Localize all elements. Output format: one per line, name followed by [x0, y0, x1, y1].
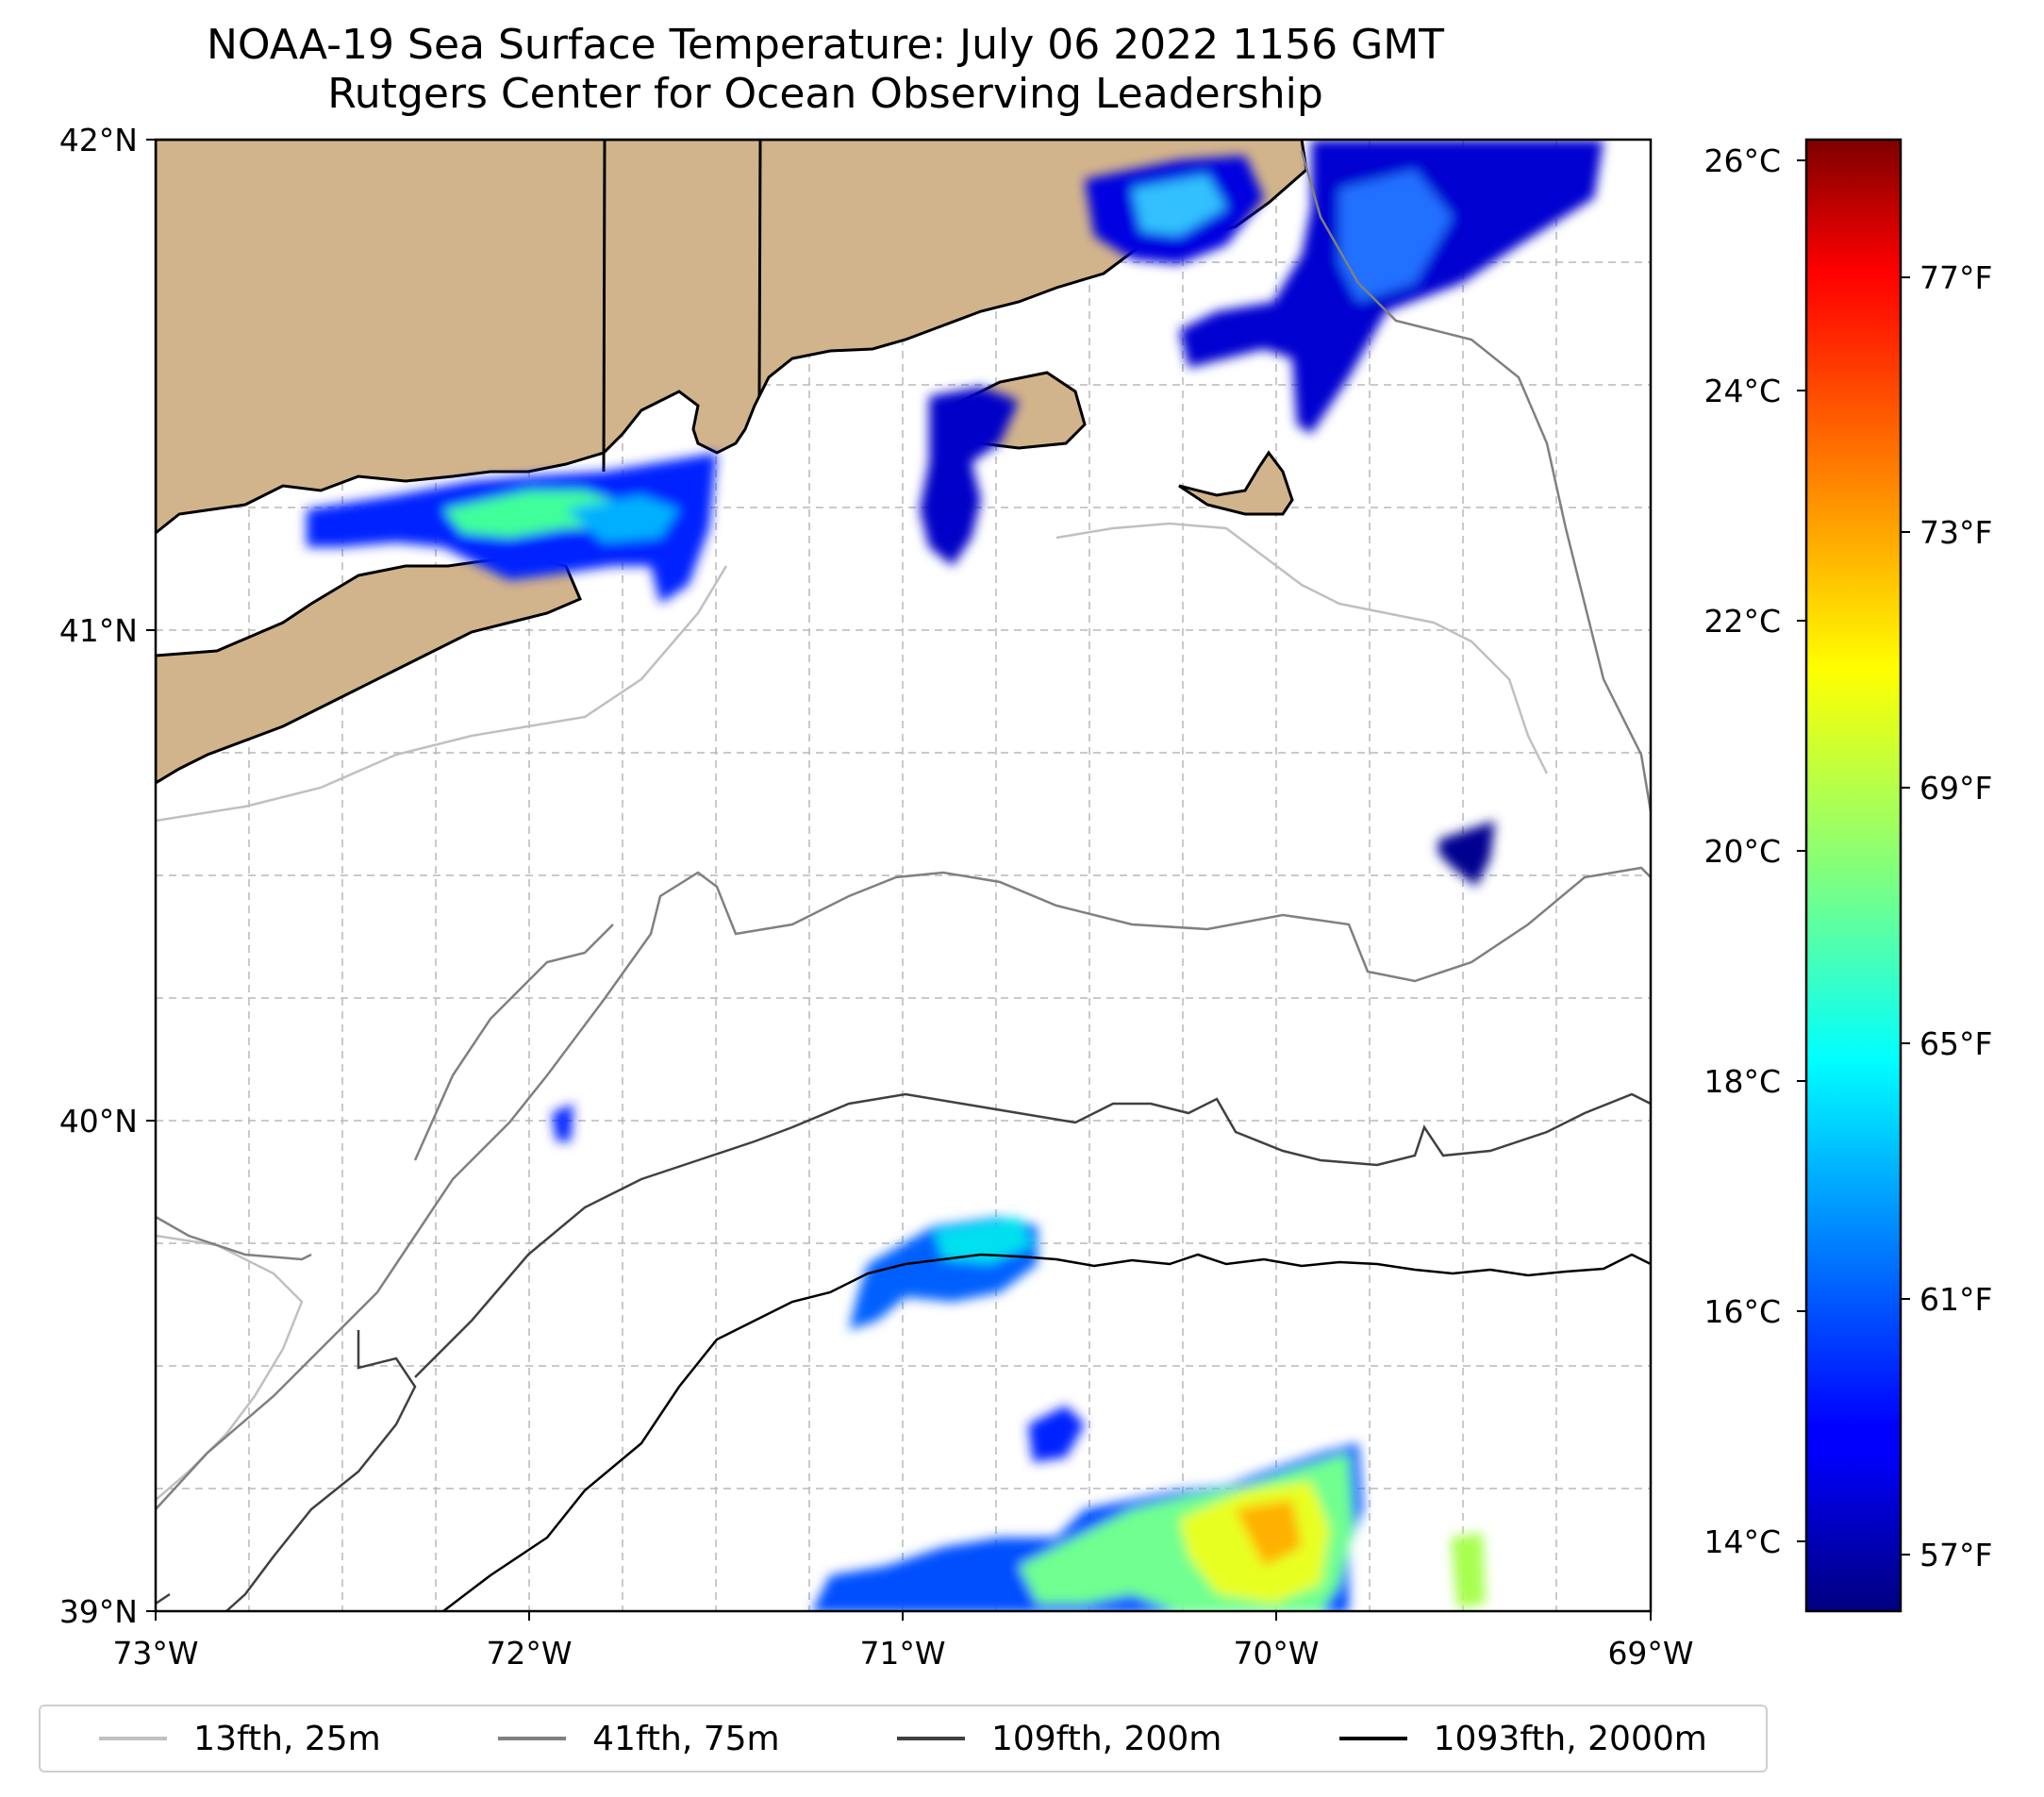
fahrenheit-tick-label: 73°F: [1919, 514, 1992, 551]
legend-line: [498, 1737, 567, 1740]
legend-label: 41fth, 75m: [592, 1719, 780, 1758]
sst-data: [307, 140, 1604, 1611]
celsius-tick-label: 22°C: [1703, 603, 1781, 640]
legend-label: 109fth, 200m: [990, 1719, 1222, 1758]
legend-item-200m: 109fth, 200m: [896, 1719, 1222, 1758]
legend-item-2000m: 1093fth, 2000m: [1338, 1719, 1707, 1758]
lon-tick-label: 71°W: [859, 1635, 945, 1672]
bathymetry-contours: [156, 150, 1651, 1611]
celsius-tick-label: 14°C: [1703, 1523, 1781, 1560]
legend-line: [1338, 1737, 1407, 1740]
legend-label: 1093fth, 2000m: [1433, 1719, 1707, 1758]
celsius-tick-label: 24°C: [1703, 373, 1781, 409]
contour-legend: 13fth, 25m 41fth, 75m 109fth, 200m 1093f…: [39, 1705, 1768, 1772]
fahrenheit-tick-label: 57°F: [1919, 1537, 1992, 1573]
fahrenheit-tick-label: 65°F: [1919, 1025, 1992, 1062]
celsius-tick-label: 20°C: [1703, 833, 1781, 870]
celsius-tick-label: 26°C: [1703, 142, 1781, 179]
celsius-tick-label: 18°C: [1703, 1063, 1781, 1100]
state-borders: [602, 140, 762, 473]
legend-line: [99, 1737, 168, 1740]
colorbar: [1804, 138, 1903, 1613]
axis-ticks: [146, 139, 1652, 1621]
legend-label: 13fth, 25m: [193, 1719, 381, 1758]
title-line-1: NOAA-19 Sea Surface Temperature: July 06…: [206, 21, 1445, 69]
lon-tick-label: 73°W: [112, 1635, 198, 1672]
fahrenheit-tick-label: 61°F: [1919, 1281, 1992, 1318]
legend-item-75m: 41fth, 75m: [498, 1720, 780, 1758]
legend-item-25m: 13fth, 25m: [99, 1720, 381, 1758]
lat-tick-label: 42°N: [59, 122, 138, 158]
lon-tick-label: 70°W: [1233, 1635, 1319, 1672]
lon-tick-label: 69°W: [1607, 1635, 1693, 1672]
fahrenheit-tick-label: 69°F: [1919, 770, 1992, 807]
fahrenheit-tick-label: 77°F: [1919, 259, 1992, 296]
celsius-tick-label: 16°C: [1703, 1293, 1781, 1330]
lat-tick-label: 41°N: [59, 612, 138, 649]
lon-tick-label: 72°W: [486, 1635, 572, 1672]
lat-tick-label: 39°N: [59, 1593, 138, 1630]
legend-line: [896, 1737, 965, 1740]
title-line-2: Rutgers Center for Ocean Observing Leade…: [327, 70, 1323, 118]
lat-tick-label: 40°N: [59, 1103, 138, 1140]
colorbar-ticks: [1797, 159, 1910, 1556]
map-title: NOAA-19 Sea Surface Temperature: July 06…: [0, 21, 1651, 119]
